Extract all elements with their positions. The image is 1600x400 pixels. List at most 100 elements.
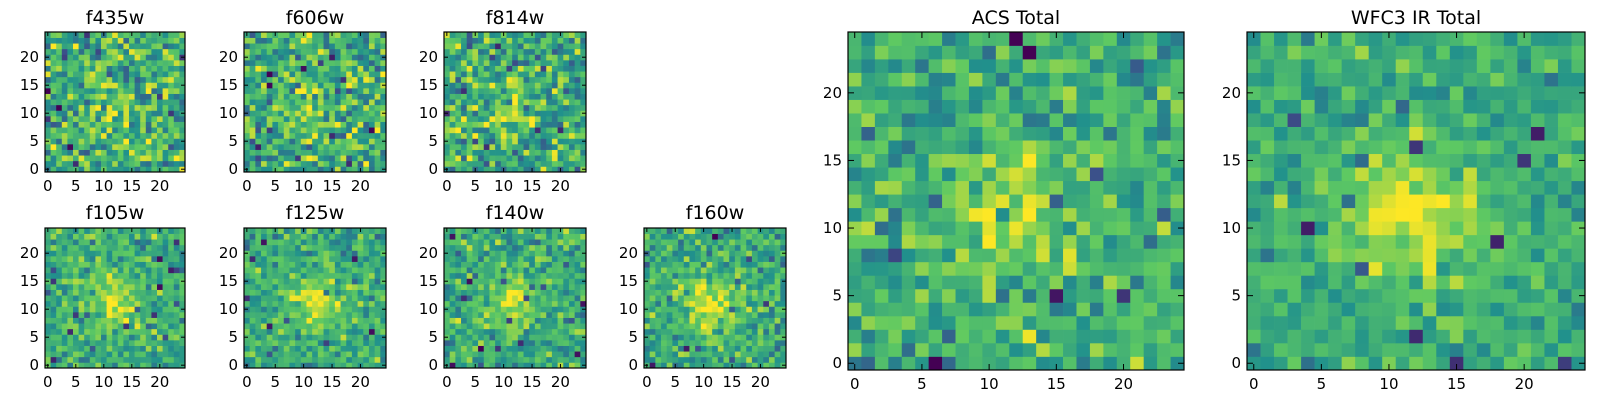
heatmap-cell [757,256,764,262]
heatmap-cell [1022,315,1037,330]
heatmap-cell [73,54,79,61]
heatmap-cell [757,278,764,285]
heatmap-cell [249,43,256,50]
heatmap-cell [295,104,302,111]
y-tick-label: 0 [628,356,638,374]
heatmap-cell [982,342,997,357]
heatmap-cell [151,295,158,302]
heatmap-cell [123,60,130,66]
heatmap-cell [466,306,473,313]
heatmap-cell [145,121,152,128]
heatmap-cell [380,71,387,78]
heatmap-cell [323,278,330,285]
heatmap-cell [666,312,673,318]
heatmap-cell [449,228,456,234]
heatmap-cell [162,239,169,246]
heatmap-cell [162,132,169,139]
heatmap-cell [740,228,747,234]
heatmap-cell [740,334,747,341]
heatmap-cell [506,93,513,100]
heatmap-cell [449,267,456,274]
heatmap-cell [61,278,68,285]
heatmap-cell [45,272,51,279]
heatmap-cell [357,144,364,150]
heatmap-cell [683,239,690,246]
heatmap-cell [151,256,158,262]
heatmap-cell [489,328,496,335]
heatmap-cell [117,295,124,302]
heatmap-cell [368,32,375,38]
heatmap-cell [67,37,74,44]
heatmap-cell [78,166,85,173]
heatmap-cell [563,284,570,290]
heatmap-cell [346,166,353,173]
heatmap-cell [563,340,570,346]
heatmap-cell [123,300,130,307]
heatmap-cell [695,289,702,296]
heatmap-cell [506,43,513,50]
heatmap-cell [112,362,119,369]
heatmap-cell [151,32,158,38]
heatmap-cell [774,351,781,358]
y-tick-label: 10 [419,104,438,122]
heatmap-cell [466,104,473,111]
heatmap-cell [1143,356,1158,371]
heatmap-cell [168,289,175,296]
heatmap-cell [666,334,673,341]
heatmap-cell [1063,261,1077,276]
panel-title: f160w [686,202,745,224]
axes-frame [243,227,387,369]
heatmap-cell [140,88,147,94]
heatmap-cell [478,261,485,268]
heatmap-cell [101,160,107,167]
heatmap-cell [672,356,679,363]
heatmap-cell [500,116,507,122]
heatmap-cell [272,328,279,335]
heatmap-cell [523,306,530,313]
heatmap-cell [506,284,513,290]
heatmap-cell [317,144,324,150]
heatmap-cell [45,71,51,78]
heatmap-cell [249,267,256,274]
heatmap-cell [129,334,135,341]
heatmap-cell [306,138,313,145]
heatmap-cell [928,167,943,182]
heatmap-cell [266,149,273,156]
heatmap-cell [329,71,336,78]
heatmap-cell [563,233,570,240]
heatmap-cell [746,250,753,257]
heatmap-cell [266,132,273,139]
heatmap-cell [500,110,507,117]
heatmap-cell [712,356,719,363]
heatmap-cell [666,300,673,307]
heatmap-cell [78,121,85,128]
heatmap-cell [928,315,943,330]
heatmap-cell [374,104,381,111]
heatmap-cell [483,261,490,268]
heatmap-cell [512,99,519,106]
heatmap-cell [255,37,262,44]
heatmap-cell [162,250,169,257]
heatmap-cell [357,233,364,240]
heatmap-cell [106,295,113,302]
heatmap-cell [312,48,319,55]
heatmap-cell [95,328,102,335]
heatmap-cell [655,356,662,363]
heatmap-cell [563,138,570,145]
heatmap-cell [106,351,113,358]
heatmap-cell [140,127,147,134]
heatmap-cell [483,323,490,330]
heatmap-cell [73,37,79,44]
heatmap-cell [334,284,341,290]
heatmap-cell [495,48,502,55]
heatmap-cell [173,37,180,44]
heatmap-cell [117,351,124,358]
heatmap-cell [329,116,336,122]
heatmap-cell [774,328,781,335]
heatmap-cell [649,351,656,358]
y-tick-label: 10 [20,104,39,122]
heatmap-cell [774,312,781,318]
heatmap-cell [649,228,656,234]
heatmap-cell [444,256,451,262]
heatmap-cell [546,132,553,139]
